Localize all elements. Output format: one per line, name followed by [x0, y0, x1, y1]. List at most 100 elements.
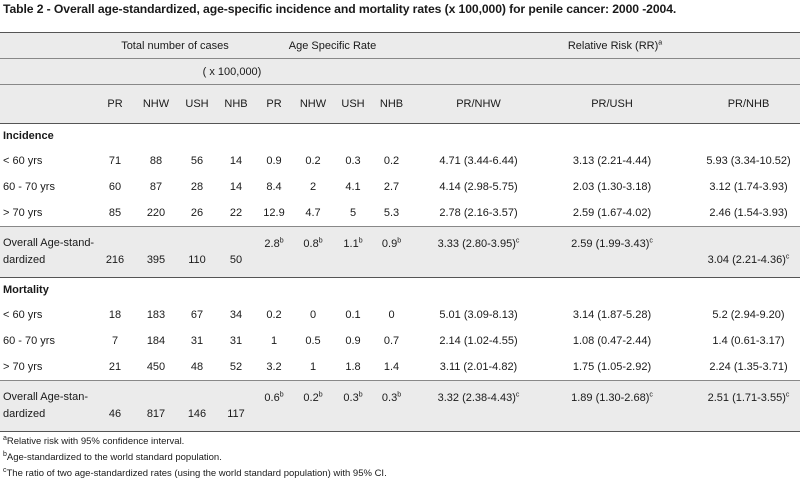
table-cell: 0: [309, 309, 317, 321]
table-title: Table 2 - Overall age-standardized, age-…: [3, 2, 677, 16]
table-cell: 117: [217, 380, 255, 432]
column-header: NHB: [373, 84, 410, 124]
table-cell: 26: [190, 207, 204, 219]
column-header: NHW: [293, 84, 333, 124]
table-cell: 0.8b: [293, 226, 333, 278]
header-total-cases: Total number of cases: [95, 32, 255, 59]
column-header: PR: [95, 84, 135, 124]
table-cell: 1.8: [345, 361, 361, 373]
table-cell: 2.8b: [255, 226, 293, 278]
table-cell: 0.2b: [293, 380, 333, 432]
table-cell: 12.9: [263, 207, 285, 219]
table-cell: 21: [108, 361, 122, 373]
section-label: Incidence: [3, 130, 54, 142]
table-cell: 56: [190, 155, 204, 167]
table-cell: 2: [309, 181, 317, 193]
table-cell: 0.9: [266, 155, 282, 167]
header-row-columns: PR NHW USH NHB PR NHW USH NHB PR/NHW PR/…: [0, 84, 800, 124]
table-cell: 5.93 (3.34-10.52): [706, 155, 791, 167]
table-cell: 18: [108, 309, 122, 321]
table-cell: 4.71 (3.44-6.44): [439, 155, 518, 167]
table-cell: 0.3b: [373, 380, 410, 432]
header-row-unit: ( x 100,000): [0, 58, 800, 85]
table-cell: 2.51 (1.71-3.55)c: [677, 380, 800, 432]
column-header: NHB: [217, 84, 255, 124]
table-cell: 4.1: [345, 181, 361, 193]
header-row-groups: Total number of cases Age Specific Rate …: [0, 32, 800, 59]
table-cell: 2.59 (1.99-3.43)c: [547, 226, 677, 278]
table-cell: 3.14 (1.87-5.28): [572, 309, 652, 321]
table-cell: 0: [388, 309, 395, 321]
table-cell: 0.2: [305, 155, 321, 167]
table-cell: 183: [146, 309, 166, 321]
row-label: < 60 yrs: [3, 309, 43, 321]
table-cell: 5.3: [383, 207, 400, 219]
column-header: PR/NHB: [677, 84, 800, 124]
footnote: aRelative risk with 95% confidence inter…: [3, 434, 185, 447]
table-cell: 0.1: [345, 309, 361, 321]
header-age-specific-rate: Age Specific Rate: [255, 32, 410, 59]
table-row: 60 - 70 yrs 7 184 31 31 1 0.5 0.9 0.7 2.…: [0, 328, 800, 354]
table-cell: 817: [135, 380, 177, 432]
table-cell: 14: [229, 155, 243, 167]
table-cell: 31: [229, 335, 243, 347]
table-cell: 5.2 (2.94-9.20): [712, 309, 785, 321]
rates-table: Total number of cases Age Specific Rate …: [0, 32, 800, 432]
table-cell: 0.5: [305, 335, 321, 347]
footnote: cThe ratio of two age-standardized rates…: [3, 466, 387, 479]
table-cell: 110: [177, 226, 217, 278]
table-cell: 3.33 (2.80-3.95)c: [410, 226, 547, 278]
table-cell: 216: [95, 226, 135, 278]
table-cell: 1.75 (1.05-2.92): [572, 361, 652, 373]
column-header: PR/NHW: [410, 84, 547, 124]
table-cell: 3.11 (2.01-4.82): [439, 361, 518, 373]
table-cell: 67: [190, 309, 204, 321]
table-cell: 0.7: [383, 335, 400, 347]
table-cell: 1.4 (0.61-3.17): [712, 335, 785, 347]
table-cell: 2.24 (1.35-3.71): [709, 361, 788, 373]
section-mortality: Mortality: [0, 278, 800, 303]
table-cell: 60: [108, 181, 122, 193]
table-cell: 28: [190, 181, 204, 193]
table-cell: 0.9: [345, 335, 361, 347]
table-cell: 0.6b: [255, 380, 293, 432]
table-cell: 2.03 (1.30-3.18): [572, 181, 652, 193]
table-row: < 60 yrs 71 88 56 14 0.9 0.2 0.3 0.2 4.7…: [0, 148, 800, 174]
table-cell: 1: [270, 335, 278, 347]
table-cell: 4.14 (2.98-5.75): [439, 181, 518, 193]
table-cell: 2.7: [383, 181, 400, 193]
overall-row-mortality: Overall Age-stan-dardized 46 817 146 117…: [0, 380, 800, 432]
table-cell: 22: [229, 207, 243, 219]
table-cell: 3.13 (2.21-4.44): [572, 155, 652, 167]
header-rate-unit: ( x 100,000): [0, 58, 410, 85]
table-row: > 70 yrs 85 220 26 22 12.9 4.7 5 5.3 2.7…: [0, 200, 800, 227]
table-cell: 5.01 (3.09-8.13): [439, 309, 518, 321]
table-cell: 184: [146, 335, 166, 347]
row-label: Overall Age-stand-dardized: [0, 226, 95, 278]
row-label: 60 - 70 yrs: [3, 335, 55, 347]
table-cell: 2.14 (1.02-4.55): [439, 335, 518, 347]
table-cell: 7: [111, 335, 119, 347]
table-cell: 1.4: [383, 361, 400, 373]
header-relative-risk: Relative Risk (RR)a: [410, 32, 800, 59]
table-cell: 14: [229, 181, 243, 193]
table-cell: 48: [190, 361, 204, 373]
table-cell: 31: [190, 335, 204, 347]
table-cell: 85: [108, 207, 122, 219]
table-cell: 50: [217, 226, 255, 278]
row-label: 60 - 70 yrs: [3, 181, 55, 193]
column-header: USH: [333, 84, 373, 124]
table-cell: 71: [108, 155, 122, 167]
table-cell: 4.7: [305, 207, 321, 219]
column-header: NHW: [135, 84, 177, 124]
table-cell: 3.12 (1.74-3.93): [709, 181, 788, 193]
table-cell: 34: [229, 309, 243, 321]
column-header: PR: [255, 84, 293, 124]
table-cell: 3.04 (2.21-4.36)c: [677, 226, 800, 278]
table-cell: 1.1b: [333, 226, 373, 278]
column-header: USH: [177, 84, 217, 124]
table-cell: 3.32 (2.38-4.43)c: [410, 380, 547, 432]
table-cell: 1.89 (1.30-2.68)c: [547, 380, 677, 432]
table-cell: 0.2: [383, 155, 400, 167]
table-cell: 2.59 (1.67-4.02): [572, 207, 652, 219]
